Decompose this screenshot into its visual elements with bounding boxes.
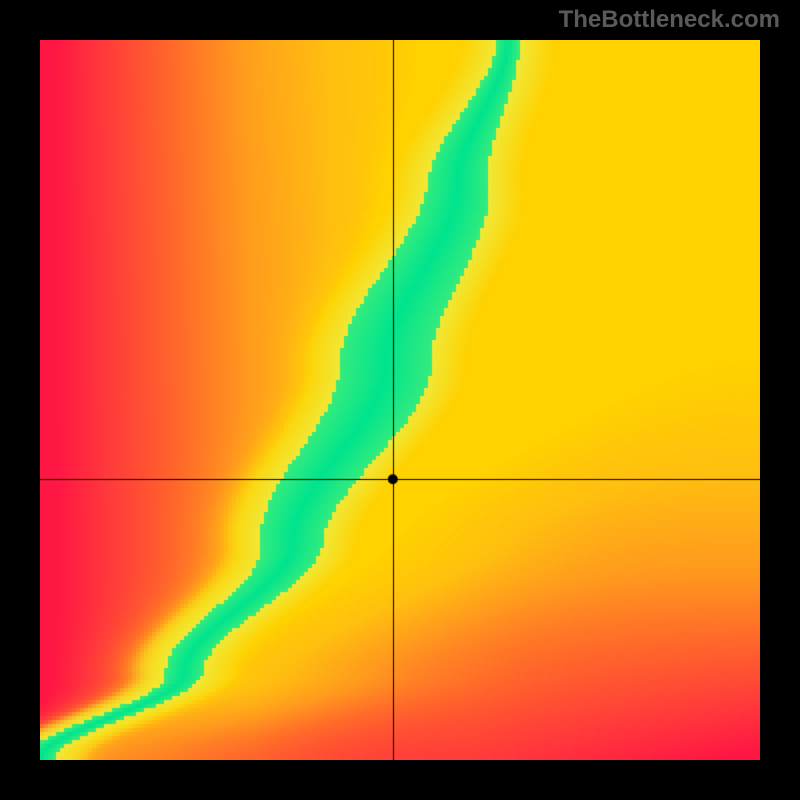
heatmap-plot (40, 40, 760, 760)
heatmap-canvas (40, 40, 760, 760)
watermark-text: TheBottleneck.com (559, 6, 780, 34)
